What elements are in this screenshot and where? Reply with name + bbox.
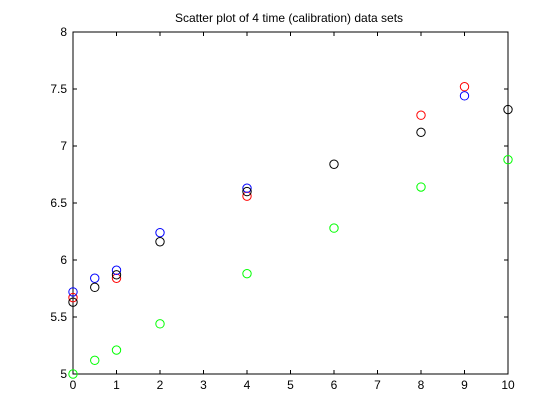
x-tick-label: 9 [461, 378, 468, 392]
y-tick-label: 6 [60, 253, 67, 267]
y-tick-label: 5 [60, 367, 67, 381]
data-point-series-3 [90, 282, 100, 293]
data-point-series-3 [242, 186, 252, 197]
data-point-series-4 [111, 345, 122, 355]
x-tick-label: 1 [113, 378, 120, 392]
x-tick-label: 4 [244, 378, 251, 392]
data-point-series-3 [329, 159, 339, 169]
y-tick-label: 6.5 [50, 196, 67, 210]
axes-box [72, 31, 509, 375]
data-point-series-3 [111, 270, 122, 280]
data-point-series-2 [155, 227, 165, 238]
data-point-series-2 [459, 91, 470, 101]
data-point-series-4 [155, 319, 165, 329]
data-point-series-3 [155, 237, 165, 247]
y-tick-label: 8 [60, 25, 67, 39]
plot-area: 0 1 2 3 4 5 6 7 8 9 10 5 5.5 6 6.5 7 7.5 8 [50, 25, 515, 392]
x-tick-label: 8 [418, 378, 425, 392]
data-point-series-2 [68, 287, 78, 297]
data-point-series-1 [68, 292, 78, 303]
data-point-series-4 [90, 355, 100, 366]
chart-title: Scatter plot of 4 time (calibration) dat… [175, 11, 403, 25]
data-point-series-3 [416, 127, 426, 138]
x-tick-label: 3 [200, 378, 207, 392]
data-point-series-4 [329, 223, 339, 233]
x-tick-label: 2 [157, 378, 164, 392]
data-point-series-2 [242, 183, 252, 193]
x-tick-label: 5 [287, 378, 294, 392]
x-tick-label: 10 [501, 378, 515, 392]
data-point-series-4 [416, 182, 426, 192]
data-point-series-4 [68, 369, 78, 379]
x-tick-label: 0 [70, 378, 77, 392]
y-tick-label: 7.5 [50, 82, 67, 96]
data-point-series-2 [111, 265, 122, 275]
data-point-series-4 [503, 154, 513, 165]
data-point-series-3 [503, 104, 513, 115]
data-point-series-4 [242, 268, 252, 279]
y-tick-label: 5.5 [50, 310, 67, 324]
data-point-series-2 [90, 273, 100, 283]
y-tick-label: 7 [60, 139, 67, 153]
data-point-series-1 [416, 110, 426, 120]
x-tick-label: 7 [374, 378, 381, 392]
data-point-series-3 [68, 297, 78, 307]
data-point-series-1 [459, 82, 470, 92]
x-tick-label: 6 [331, 378, 338, 392]
